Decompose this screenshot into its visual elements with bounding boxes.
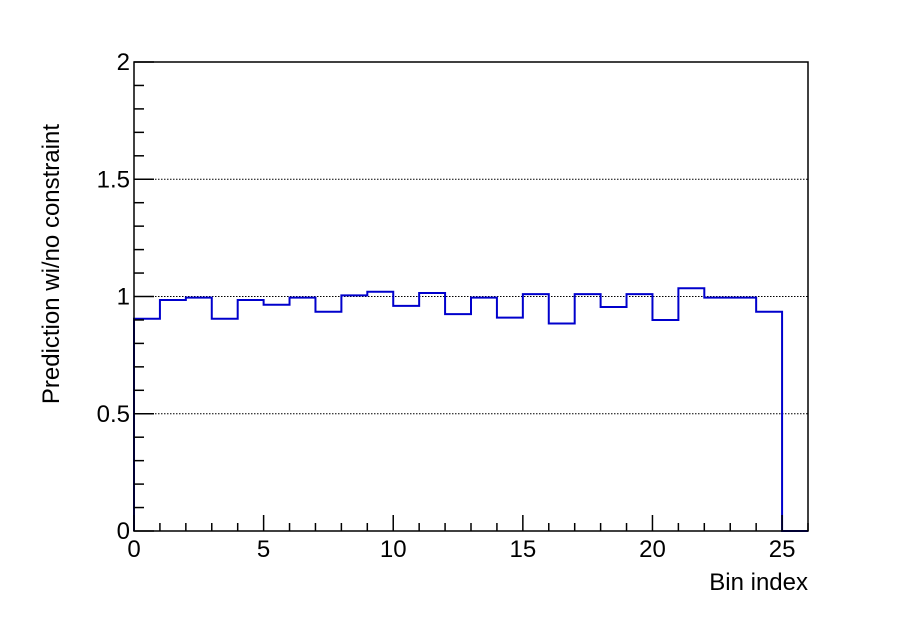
x-tick-label-0: 0 [127,536,140,563]
x-tick-label-2: 10 [380,536,407,563]
x-tick-label-4: 20 [639,536,666,563]
series-line-0 [133,287,808,532]
y-tick-label-0: 0 [117,518,130,545]
x-tick-label-5: 25 [769,536,796,563]
x-tick-label-1: 5 [257,536,270,563]
y-tick-label-1: 0.5 [97,401,130,428]
y-tick-label-4: 2 [117,49,130,76]
x-axis-title: Bin index [709,569,808,596]
x-axis-ticks: 0 5 10 15 20 25 [127,515,809,563]
y-axis-ticks: 0 0.5 1 1.5 2 [97,49,154,545]
y-tick-label-3: 1.5 [97,166,130,193]
grid-lines [134,178,808,415]
series-group [133,287,808,532]
x-tick-label-3: 15 [509,536,536,563]
y-tick-label-2: 1 [117,284,130,311]
y-axis-title: Prediction wi/no constraint [38,124,65,404]
